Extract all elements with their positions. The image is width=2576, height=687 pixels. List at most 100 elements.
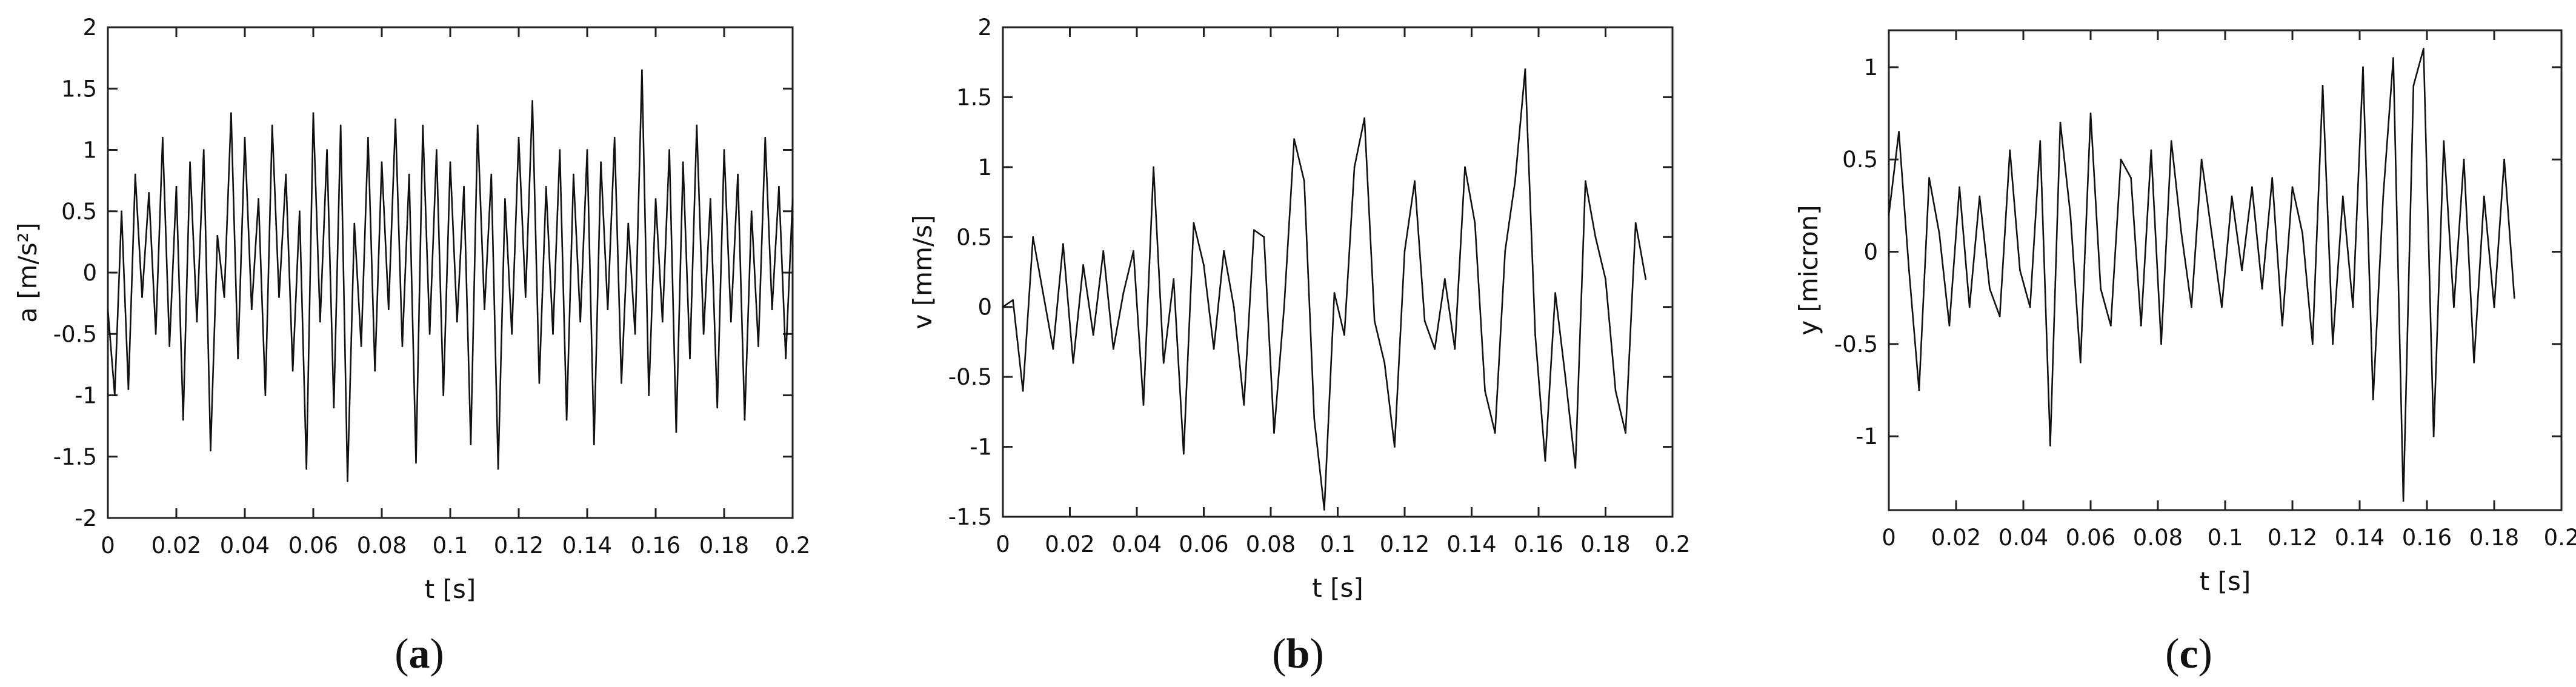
data-point [682, 161, 684, 164]
data-point [2160, 343, 2162, 345]
caption-c: (c) [2165, 631, 2212, 677]
x-tick-label: 0.02 [1931, 525, 1981, 551]
x-tick-label: 0.1 [1320, 531, 1356, 557]
data-point [545, 185, 547, 188]
data-point [367, 136, 369, 139]
data-point [1584, 180, 1586, 182]
data-point [1313, 418, 1316, 420]
data-point [1434, 348, 1436, 350]
data-point [326, 149, 328, 151]
data-point [387, 308, 390, 311]
data-point [2029, 306, 2031, 308]
data-point [1394, 446, 1396, 448]
x-tick-label: 0.12 [494, 533, 544, 559]
data-point [333, 407, 335, 409]
data-point [155, 333, 157, 335]
y-tick-label: 2 [82, 15, 97, 41]
x-tick-label: 0.12 [2268, 525, 2317, 551]
data-point [559, 149, 561, 151]
data-point [291, 370, 294, 372]
y-tick-label: -1.5 [53, 444, 97, 470]
data-point [2362, 66, 2364, 68]
data-point [428, 333, 431, 335]
x-tick-label: 0.06 [2066, 525, 2115, 551]
data-point [223, 296, 225, 298]
x-tick-label: 0.08 [1246, 531, 1296, 557]
data-point [141, 296, 143, 298]
data-point [1938, 232, 1940, 234]
data-point [2039, 140, 2042, 142]
data-point [1454, 348, 1456, 350]
data-point [1293, 138, 1296, 141]
data-point [2423, 48, 2425, 50]
data-point [2191, 306, 2192, 308]
data-point [2463, 158, 2465, 161]
data-point [1303, 180, 1305, 182]
y-tick-label: -2 [75, 505, 97, 531]
x-tick-label: 0.18 [699, 533, 749, 559]
data-point [1092, 334, 1094, 336]
series-line [1888, 48, 2515, 502]
data-point [1625, 432, 1627, 434]
data-point [1564, 376, 1566, 378]
data-point [1574, 466, 1577, 469]
data-point [1142, 403, 1145, 406]
data-point [2211, 232, 2213, 234]
x-tick-label: 0.18 [1580, 531, 1630, 557]
data-point [258, 198, 259, 200]
data-point [2241, 269, 2243, 271]
data-point [2453, 306, 2455, 308]
data-point [641, 69, 643, 71]
x-tick-label: 0.1 [433, 533, 468, 559]
data-point [442, 394, 445, 396]
data-point [2412, 84, 2415, 87]
data-point [1959, 186, 1960, 188]
data-point [538, 382, 541, 384]
data-point [148, 191, 150, 194]
data-point [134, 173, 136, 176]
data-point [586, 149, 588, 151]
data-point [1022, 390, 1024, 392]
data-point [381, 161, 383, 164]
data-point [750, 210, 753, 213]
data-point [2221, 306, 2223, 308]
data-point [394, 118, 396, 121]
data-point [524, 296, 527, 298]
data-point [730, 320, 732, 323]
y-tick-label: 1 [977, 154, 992, 181]
data-point [285, 173, 287, 176]
y-tick-label: 0.5 [956, 224, 992, 250]
data-point [264, 394, 267, 396]
data-point [737, 173, 739, 176]
y-axis-label: a [m/s²] [13, 222, 42, 323]
data-point [202, 149, 205, 151]
data-point [484, 308, 485, 311]
data-point [1989, 288, 1991, 290]
data-point [648, 394, 650, 396]
series-line [1002, 68, 1647, 511]
data-point [415, 462, 417, 464]
data-point [744, 419, 746, 421]
data-point [723, 149, 725, 151]
data-point [2513, 297, 2515, 299]
data-point [1403, 250, 1406, 252]
data-point [470, 443, 472, 445]
series-line [107, 69, 794, 482]
data-point [168, 345, 171, 347]
data-point [1605, 278, 1606, 280]
data-point [593, 443, 595, 445]
data-point [162, 136, 164, 139]
data-point [2301, 232, 2304, 234]
data-point [2120, 158, 2122, 161]
y-tick-label: 1.5 [956, 84, 992, 110]
data-point [347, 480, 348, 482]
data-point [2079, 361, 2082, 363]
data-point [182, 419, 184, 421]
data-point [1443, 278, 1446, 280]
data-point [2180, 232, 2183, 234]
data-point [312, 112, 315, 114]
x-axis-label: t [s] [2200, 566, 2251, 596]
data-point [634, 333, 636, 335]
caption-a: (a) [394, 631, 444, 677]
y-tick-label: -1 [970, 434, 992, 460]
